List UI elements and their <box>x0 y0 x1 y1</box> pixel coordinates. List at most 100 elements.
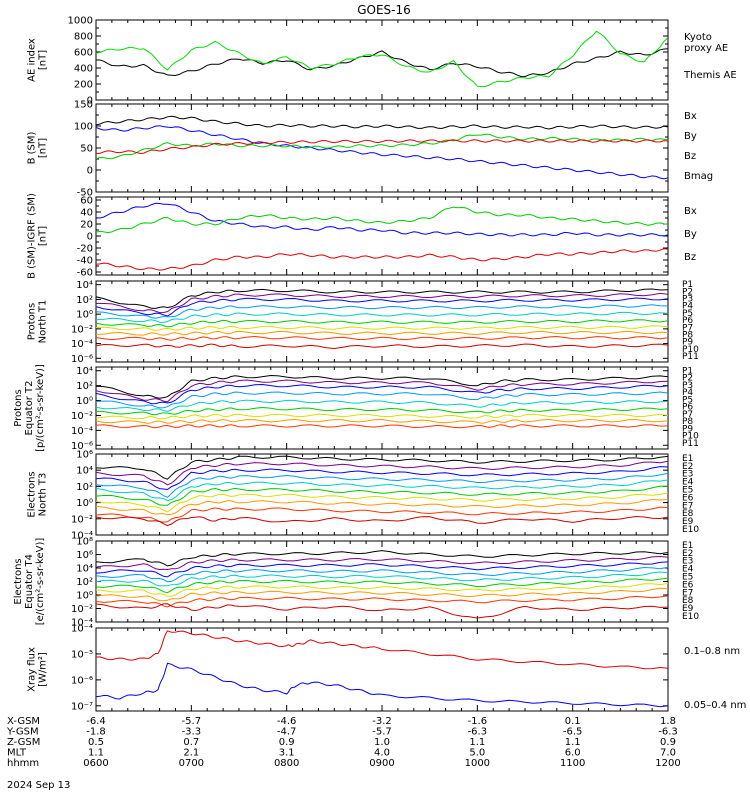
legend-label: P4 <box>682 302 693 312</box>
y-axis-label: [nT] <box>38 50 49 70</box>
y-tick-label: 60 <box>80 196 93 207</box>
panel-2: -50 0 50 100 150 B (SM) [nT] Bx By Bz Bmag <box>27 100 714 199</box>
footer-value: 0.9 <box>660 737 676 748</box>
y-axis-label: B (SM) <box>27 131 38 164</box>
y-tick-label: 200 <box>74 80 93 91</box>
y-axis-label: North T1 <box>38 300 49 344</box>
y-tick-label: 400 <box>74 64 93 75</box>
y-tick-label: -40 <box>77 256 93 267</box>
series-line-themis-ae <box>96 48 668 78</box>
footer-value: 1200 <box>655 758 680 769</box>
y-tick-label: 10⁶ <box>76 550 93 561</box>
series-line-0-1-0-8-nm <box>96 630 668 670</box>
legend-label: P2 <box>682 287 693 297</box>
series-line-p3 <box>96 297 668 317</box>
legend-label: P2 <box>682 374 693 384</box>
legend-label: 0.1–0.8 nm <box>684 646 740 657</box>
legend-label: E5 <box>682 573 693 583</box>
footer-value: 4.0 <box>374 748 390 759</box>
legend-label: P8 <box>682 417 693 427</box>
footer-value: -6.5 <box>563 727 583 738</box>
footer-value: 1100 <box>560 758 585 769</box>
panel-frame <box>95 103 669 193</box>
y-tick-label: 10⁻⁴ <box>71 624 93 635</box>
y-tick-label: 10⁰ <box>76 591 93 602</box>
series-line-p9 <box>96 335 668 341</box>
y-tick-label: 10⁻² <box>71 514 93 525</box>
series-line-p4 <box>96 391 668 409</box>
y-axis-label: Equator T4 <box>24 554 35 609</box>
y-axis-label: Equator T2 <box>24 381 35 436</box>
footer-row-label: Y-GSM <box>6 727 39 738</box>
y-axis-label: [nT] <box>38 226 49 246</box>
series-line-e7 <box>96 583 668 597</box>
y-tick-label: 10⁴ <box>76 366 93 377</box>
series-line-e6 <box>96 485 668 506</box>
legend-label: Kyoto <box>684 32 712 43</box>
y-axis-label: Electrons <box>13 558 24 604</box>
y-tick-label: 10⁻⁵ <box>71 649 93 660</box>
legend-label: E6 <box>682 580 694 590</box>
footer-row-label: Z-GSM <box>7 737 40 748</box>
footer-value: -1.6 <box>468 716 488 727</box>
footer-value: 1000 <box>465 758 490 769</box>
y-tick-label: 10⁴ <box>76 280 93 291</box>
series-line-bx <box>96 202 668 237</box>
y-tick-label: 10² <box>76 577 93 588</box>
footer-value: 5.0 <box>469 748 485 759</box>
panel-4: 10⁻⁶ 10⁻⁴ 10⁻² 10⁰ 10² 10⁴ Protons North T1 P1P2… <box>27 280 700 365</box>
date-label: 2024 Sep 13 <box>7 780 70 791</box>
legend-label: E8 <box>682 509 694 519</box>
series-line-e10 <box>96 603 668 619</box>
series-line-p6 <box>96 406 668 416</box>
series-line-e2 <box>96 460 668 486</box>
y-tick-label: -20 <box>77 244 93 255</box>
footer-value: -4.7 <box>277 727 297 738</box>
series-line-by <box>96 206 668 234</box>
panel-legend: Bx By Bz <box>684 206 697 263</box>
legend-label: E7 <box>682 501 693 511</box>
legend-label: Bx <box>684 111 697 122</box>
panel-1: 0 200 400 600 800 1000 AE index [nT] Kyotoproxy … <box>27 16 737 107</box>
series-line-e9 <box>96 506 668 523</box>
y-tick-label: 0 <box>87 166 93 177</box>
legend-label: P10 <box>682 432 699 442</box>
series-line-e3 <box>96 466 668 491</box>
y-axis-label: [e/(cm²-s-sr-keV)] <box>35 538 46 626</box>
series-line-e9 <box>96 595 668 608</box>
y-tick-label: 10⁻⁶ <box>71 354 93 365</box>
footer-value: 0600 <box>83 758 108 769</box>
series-line-p6 <box>96 319 668 328</box>
y-tick-label: 10⁻⁶ <box>71 675 93 686</box>
series-line-p2 <box>96 292 668 314</box>
figure-title: GOES-16 <box>357 3 411 17</box>
series-line-p9 <box>96 424 668 429</box>
y-tick-label: 10⁻⁷ <box>71 701 93 712</box>
footer-value: -6.4 <box>86 716 106 727</box>
legend-label: P11 <box>682 352 699 362</box>
legend-label: E1 <box>682 541 693 551</box>
legend-label: E7 <box>682 588 693 598</box>
legend-label: E3 <box>682 470 693 480</box>
footer-value: 1.1 <box>88 748 104 759</box>
y-tick-label: 10⁰ <box>76 310 93 321</box>
legend-label: P11 <box>682 439 699 449</box>
series-line-p2 <box>96 379 668 403</box>
y-tick-label: 50 <box>80 144 93 155</box>
series-line-p7 <box>96 325 668 331</box>
series-line-p5 <box>96 311 668 323</box>
legend-label: proxy AE <box>684 43 728 54</box>
legend-label: By <box>684 131 697 142</box>
footer-row-label: MLT <box>7 748 27 759</box>
legend-label: P6 <box>682 316 693 326</box>
y-tick-label: -50 <box>77 188 93 199</box>
panel-legend: 0.1–0.8 nm 0.05–0.4 nm <box>684 646 746 711</box>
legend-label: P10 <box>682 345 699 355</box>
series-line-p7 <box>96 413 668 420</box>
y-tick-label: 600 <box>74 48 93 59</box>
legend-label: P5 <box>682 309 693 319</box>
